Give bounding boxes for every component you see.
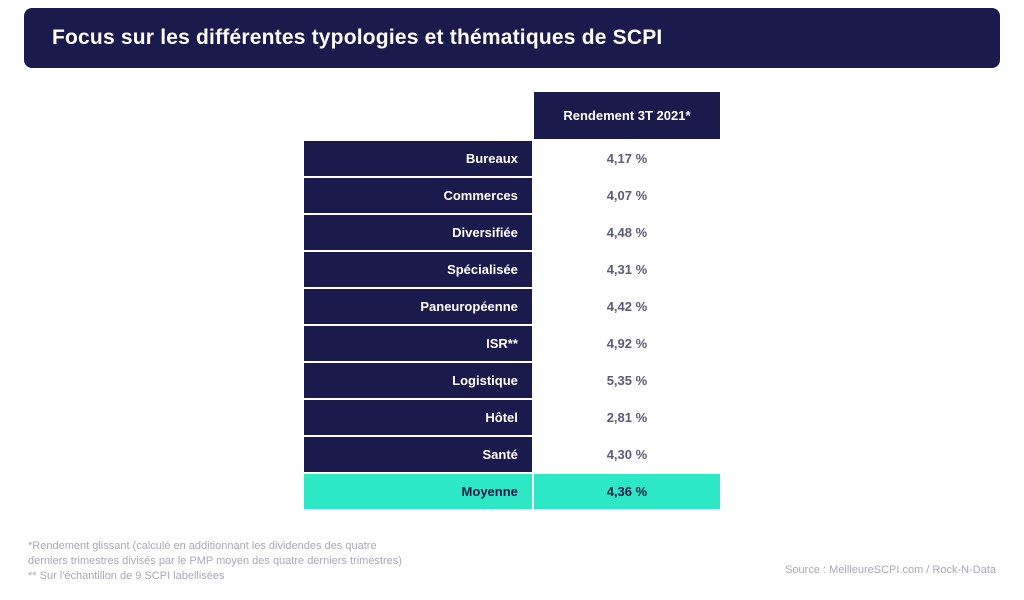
table-row-average: Moyenne 4,36 % <box>303 473 721 510</box>
table-row: Hôtel 2,81 % <box>303 399 721 436</box>
row-value: 4,31 % <box>533 251 721 288</box>
page-title: Focus sur les différentes typologies et … <box>52 26 972 50</box>
scpi-table-wrap: Rendement 3T 2021* Bureaux 4,17 % Commer… <box>302 90 722 511</box>
table-row: Paneuropéenne 4,42 % <box>303 288 721 325</box>
table-row: Bureaux 4,17 % <box>303 140 721 177</box>
col-header-rendement: Rendement 3T 2021* <box>533 91 721 140</box>
row-value: 4,92 % <box>533 325 721 362</box>
row-value: 4,30 % <box>533 436 721 473</box>
scpi-table: Rendement 3T 2021* Bureaux 4,17 % Commer… <box>302 90 722 511</box>
table-row: Diversifiée 4,48 % <box>303 214 721 251</box>
row-label: Commerces <box>303 177 533 214</box>
row-value: 5,35 % <box>533 362 721 399</box>
row-value: 4,48 % <box>533 214 721 251</box>
row-value: 2,81 % <box>533 399 721 436</box>
table-row: Santé 4,30 % <box>303 436 721 473</box>
scpi-table-body: Bureaux 4,17 % Commerces 4,07 % Diversif… <box>303 140 721 510</box>
row-value: 4,42 % <box>533 288 721 325</box>
row-label: Santé <box>303 436 533 473</box>
row-value: 4,17 % <box>533 140 721 177</box>
row-value: 4,07 % <box>533 177 721 214</box>
row-value-average: 4,36 % <box>533 473 721 510</box>
row-label: Bureaux <box>303 140 533 177</box>
row-label: Diversifiée <box>303 214 533 251</box>
row-label: Paneuropéenne <box>303 288 533 325</box>
footnote-line: *Rendement glissant (calculé en addition… <box>28 539 402 554</box>
row-label: Hôtel <box>303 399 533 436</box>
source-credit: Source : MeilleureSCPI.com / Rock-N-Data <box>785 564 996 576</box>
table-row: Commerces 4,07 % <box>303 177 721 214</box>
table-row: Logistique 5,35 % <box>303 362 721 399</box>
row-label: Logistique <box>303 362 533 399</box>
table-row: ISR** 4,92 % <box>303 325 721 362</box>
title-bar: Focus sur les différentes typologies et … <box>24 8 1000 68</box>
col-header-empty <box>303 91 533 140</box>
row-label: ISR** <box>303 325 533 362</box>
footnote: *Rendement glissant (calculé en addition… <box>28 539 402 584</box>
footnote-line: ** Sur l'échantillon de 9 SCPI labellisé… <box>28 569 402 584</box>
footnote-line: derniers trimestres divisés par le PMP m… <box>28 554 402 569</box>
table-row: Spécialisée 4,31 % <box>303 251 721 288</box>
row-label: Spécialisée <box>303 251 533 288</box>
row-label-average: Moyenne <box>303 473 533 510</box>
